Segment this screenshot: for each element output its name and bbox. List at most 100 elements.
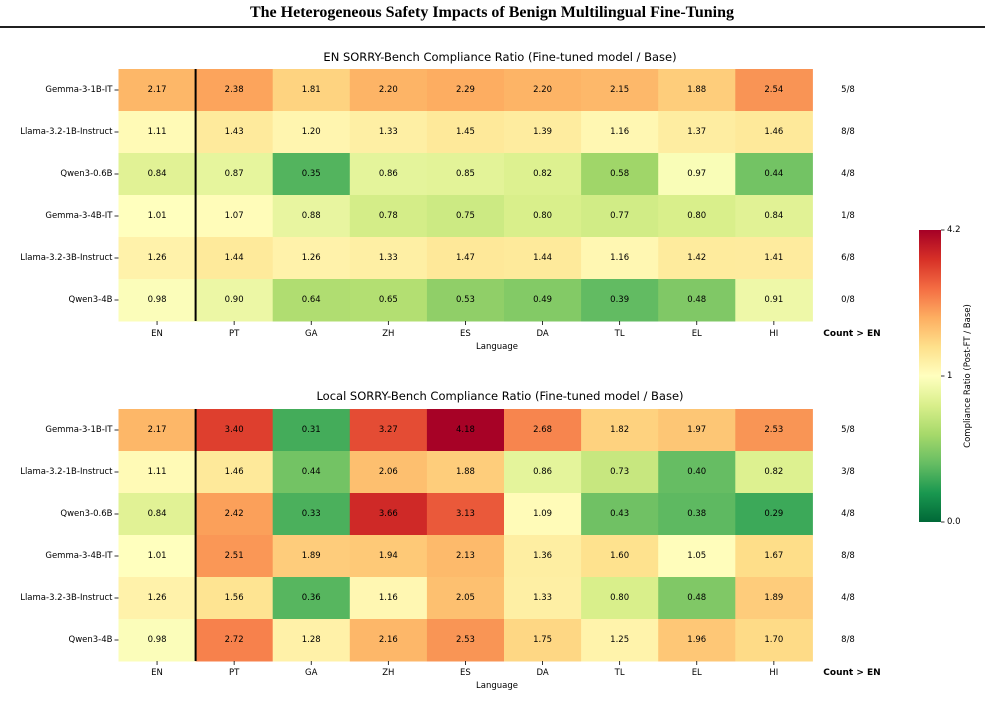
- cell-value-label: 0.44: [764, 169, 783, 179]
- heatmap-cell: [118, 69, 197, 112]
- heatmap-cell: [735, 619, 813, 662]
- cell-value-label: 0.75: [456, 211, 475, 221]
- cell-value-label: 1.11: [148, 127, 167, 137]
- heatmap-cell: [581, 69, 659, 112]
- heatmap-cell: [426, 451, 505, 494]
- cell-value-label: 2.06: [379, 467, 398, 477]
- heatmap-cell: [195, 195, 274, 238]
- cell-value-label: 3.40: [225, 425, 244, 435]
- heatmap-cell: [272, 237, 351, 280]
- cell-value-label: 0.35: [302, 169, 321, 179]
- cell-value-label: 1.16: [379, 593, 398, 603]
- heatmap-cell: [195, 237, 274, 280]
- colorbar-label: Compliance Ratio (Post-FT / Base): [963, 304, 973, 448]
- x-tick-label: EN: [151, 329, 163, 339]
- cell-value-label: 1.16: [610, 127, 629, 137]
- cell-value-label: 0.88: [302, 211, 321, 221]
- cell-value-label: 2.53: [764, 425, 783, 435]
- row-label: Qwen3-4B: [69, 635, 113, 645]
- heatmap-cell: [118, 279, 197, 322]
- cell-value-label: 2.13: [456, 551, 475, 561]
- cell-value-label: 0.84: [148, 169, 167, 179]
- heatmap-cell: [735, 111, 813, 154]
- heatmap-cell: [504, 535, 582, 578]
- cell-value-label: 1.01: [148, 211, 167, 221]
- cell-value-label: 1.26: [302, 253, 321, 263]
- cell-value-label: 1.45: [456, 127, 475, 137]
- cell-value-label: 1.75: [533, 635, 552, 645]
- heatmap-cell: [272, 493, 351, 536]
- heatmap-cell: [426, 535, 505, 578]
- cell-value-label: 1.33: [379, 253, 398, 263]
- heatmap-cell: [272, 409, 351, 452]
- x-tick-label: EL: [692, 329, 702, 339]
- heatmap-cell: [426, 195, 505, 238]
- heatmap-cell: [504, 69, 582, 112]
- count-header: Count > EN: [823, 668, 880, 678]
- cell-value-label: 2.54: [764, 85, 783, 95]
- cell-value-label: 1.56: [225, 593, 244, 603]
- count-value: 4/8: [841, 169, 855, 179]
- count-value: 6/8: [841, 253, 855, 263]
- heatmap-cell: [426, 279, 505, 322]
- heatmap-cell: [581, 195, 659, 238]
- heatmap-cell: [658, 493, 736, 536]
- heatmap-cell: [272, 577, 351, 620]
- cell-value-label: 0.80: [610, 593, 629, 603]
- cell-value-label: 0.53: [456, 295, 475, 305]
- cell-value-label: 1.25: [610, 635, 629, 645]
- heatmap-cell: [735, 493, 813, 536]
- cell-value-label: 1.96: [687, 635, 706, 645]
- heatmap-cell: [272, 69, 351, 112]
- heatmap-cell: [658, 279, 736, 322]
- heatmap-cell: [349, 279, 428, 322]
- heatmap-cell: [118, 535, 197, 578]
- chart-title: EN SORRY-Bench Compliance Ratio (Fine-tu…: [323, 50, 676, 64]
- cell-value-label: 0.65: [379, 295, 398, 305]
- x-tick-label: DA: [536, 668, 548, 678]
- count-value: 8/8: [841, 127, 855, 137]
- x-tick-label: HI: [769, 668, 778, 678]
- heatmap-cell: [504, 409, 582, 452]
- heatmap-cell: [658, 409, 736, 452]
- cell-value-label: 1.89: [764, 593, 783, 603]
- x-tick-label: TL: [614, 668, 625, 678]
- row-label: Llama-3.2-3B-Instruct: [20, 593, 113, 603]
- cell-value-label: 1.16: [610, 253, 629, 263]
- cell-value-label: 3.27: [379, 425, 398, 435]
- cell-value-label: 0.98: [148, 635, 167, 645]
- count-value: 4/8: [841, 593, 855, 603]
- heatmap-cell: [735, 237, 813, 280]
- count-value: 8/8: [841, 635, 855, 645]
- cell-value-label: 4.18: [456, 425, 475, 435]
- heatmap-cell: [504, 493, 582, 536]
- cell-value-label: 1.11: [148, 467, 167, 477]
- cell-value-label: 0.82: [533, 169, 552, 179]
- cell-value-label: 1.67: [764, 551, 783, 561]
- x-tick-label: TL: [614, 329, 625, 339]
- cell-value-label: 0.77: [610, 211, 629, 221]
- cell-value-label: 1.81: [302, 85, 321, 95]
- cell-value-label: 1.46: [764, 127, 783, 137]
- cell-value-label: 0.90: [225, 295, 244, 305]
- heatmap-cell: [118, 619, 197, 662]
- heatmap-cell: [349, 577, 428, 620]
- heatmap-cell: [195, 577, 274, 620]
- row-label: Gemma-3-1B-IT: [45, 425, 113, 435]
- heatmap-cell: [118, 153, 197, 196]
- cell-value-label: 1.39: [533, 127, 552, 137]
- x-tick-label: ES: [460, 668, 471, 678]
- x-tick-label: ZH: [382, 668, 394, 678]
- x-tick-label: PT: [229, 329, 240, 339]
- heatmap-cell: [195, 619, 274, 662]
- heatmap-cell: [195, 279, 274, 322]
- x-tick-label: ES: [460, 329, 471, 339]
- cell-value-label: 0.64: [302, 295, 321, 305]
- heatmap-cell: [272, 153, 351, 196]
- heatmap-cell: [581, 153, 659, 196]
- cell-value-label: 1.94: [379, 551, 398, 561]
- cell-value-label: 1.36: [533, 551, 552, 561]
- cell-value-label: 1.01: [148, 551, 167, 561]
